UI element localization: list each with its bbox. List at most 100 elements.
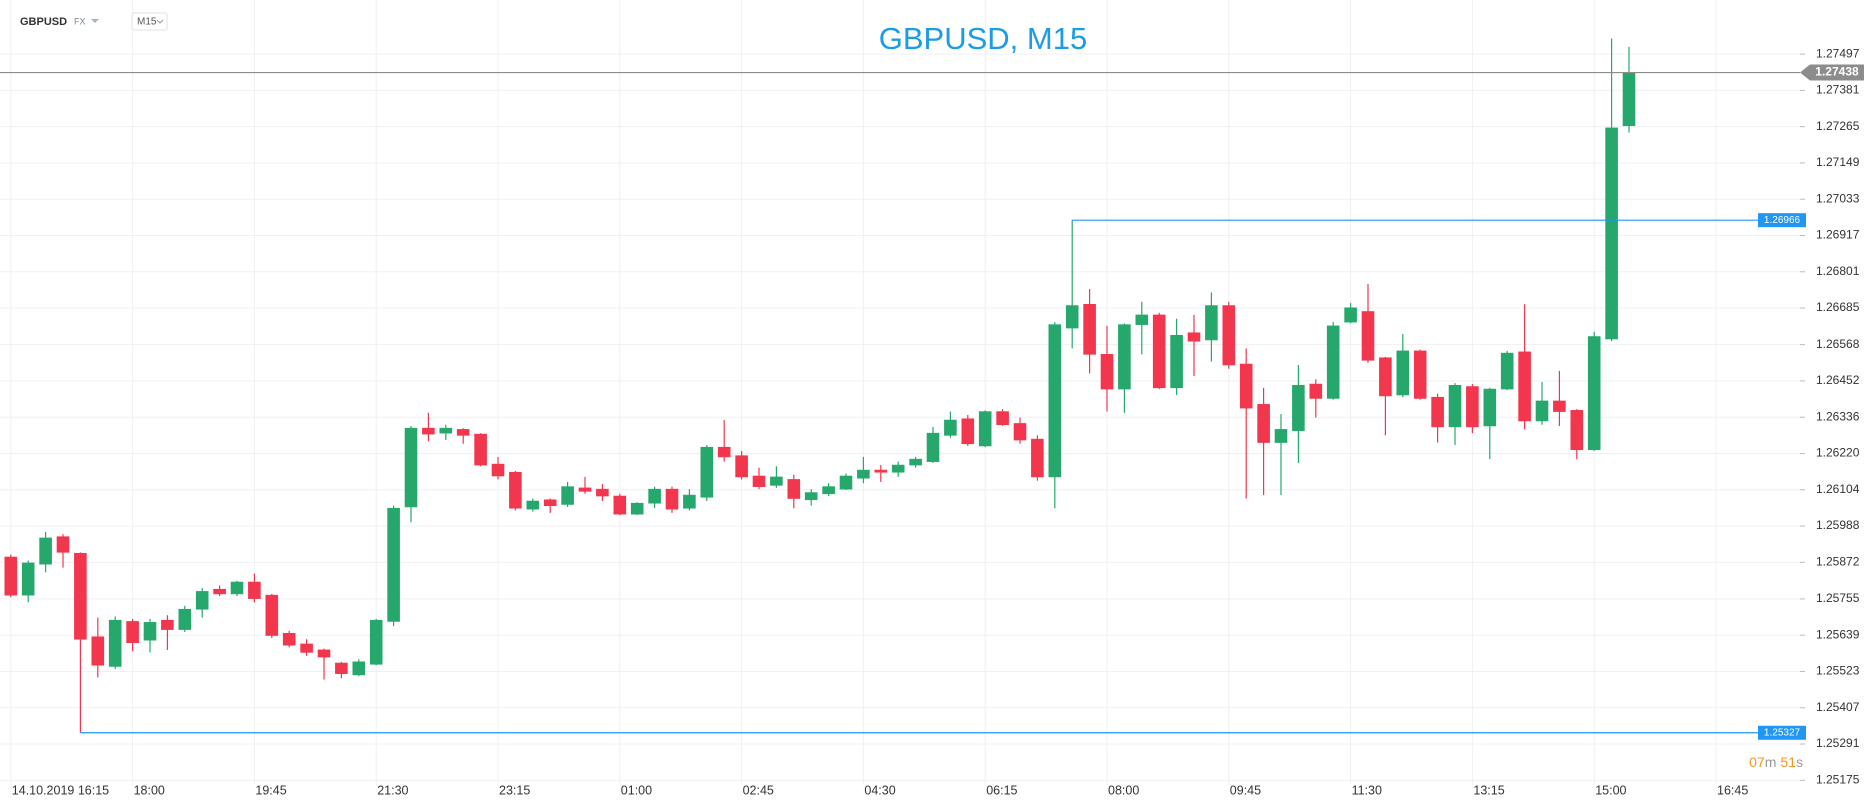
x-tick-label: 21:30 <box>377 783 408 797</box>
candle-body <box>1170 334 1183 389</box>
candle-body <box>265 594 279 636</box>
last-price-label: 1.27438 <box>1815 65 1859 79</box>
candle-body <box>961 418 975 445</box>
dropdown-caret[interactable] <box>91 19 99 23</box>
candle-body <box>1222 305 1236 366</box>
candle-body <box>613 495 627 515</box>
candle-body <box>491 463 505 477</box>
candle-body <box>1518 351 1531 422</box>
candle-body <box>1274 429 1288 443</box>
candle-body <box>509 471 522 509</box>
candle-body <box>944 419 957 436</box>
x-tick-label: 18:00 <box>134 783 165 797</box>
y-tick-label: 1.25175 <box>1816 772 1860 786</box>
candle-body <box>178 608 192 630</box>
candle-body <box>1379 357 1392 397</box>
candle-body <box>195 591 209 610</box>
y-tick-label: 1.26104 <box>1816 482 1860 496</box>
timeframe-caret[interactable] <box>156 19 164 24</box>
y-tick-label: 1.25407 <box>1816 700 1860 714</box>
candle-body <box>39 537 52 565</box>
y-tick-label: 1.25872 <box>1816 554 1860 568</box>
candle-body <box>822 486 835 495</box>
candle-body <box>804 492 818 501</box>
candle-body <box>1500 352 1514 390</box>
x-tick-label: 19:45 <box>255 783 286 797</box>
candle-body <box>1483 388 1497 427</box>
candle-body <box>996 411 1009 426</box>
candle-body <box>74 552 87 640</box>
candle-body <box>1570 410 1584 451</box>
market[interactable]: FX <box>74 16 86 26</box>
y-tick-label: 1.26917 <box>1816 228 1860 242</box>
candle-body <box>161 619 174 630</box>
candle-body <box>56 536 70 553</box>
y-tick-label: 1.26801 <box>1816 264 1860 278</box>
candle-body <box>1535 400 1549 422</box>
y-tick-label: 1.27149 <box>1816 155 1860 169</box>
candle-body <box>1448 385 1462 428</box>
candle-body <box>1413 350 1427 399</box>
candle-body <box>735 455 748 478</box>
candle-body <box>1326 325 1340 399</box>
candle-body <box>543 499 557 507</box>
candle-body <box>282 633 296 646</box>
countdown-minutes: 07 <box>1749 754 1765 770</box>
candle-body <box>787 479 801 499</box>
candle-body <box>21 562 35 596</box>
candle-body <box>1048 324 1062 478</box>
y-tick-label: 1.27381 <box>1816 83 1860 97</box>
candle-body <box>404 427 418 508</box>
candle-body <box>126 621 139 643</box>
candle-body <box>143 622 157 641</box>
candle-body <box>874 469 888 473</box>
candle-body <box>352 661 366 676</box>
candle-body <box>1257 404 1270 443</box>
symbol[interactable]: GBPUSD <box>20 16 67 28</box>
plot <box>4 38 1636 733</box>
countdown-seconds: 51 <box>1780 754 1796 770</box>
candle-body <box>648 488 661 504</box>
candle-body <box>578 487 592 492</box>
candle-body <box>91 636 105 666</box>
candle-body <box>561 486 574 505</box>
candle-body <box>1205 305 1218 341</box>
y-tick-label: 1.25639 <box>1816 627 1860 641</box>
candle-body <box>909 458 922 466</box>
marker-label-box <box>1758 725 1806 740</box>
candle-body <box>978 411 992 447</box>
candle-body <box>317 649 331 658</box>
x-tick-label: 16:45 <box>1717 783 1748 797</box>
last-price-box <box>1800 64 1864 81</box>
y-tick-label: 1.25988 <box>1816 518 1860 532</box>
candle-body <box>683 494 696 509</box>
candle-body <box>926 432 940 462</box>
candle-body <box>1361 311 1375 361</box>
x-tick-label: 08:00 <box>1108 783 1139 797</box>
candle-body <box>1587 336 1601 451</box>
candle-body <box>422 427 435 435</box>
candle-body <box>230 581 244 595</box>
candle-body <box>369 619 383 665</box>
x-tick-label: 02:45 <box>743 783 774 797</box>
timeframe-box[interactable] <box>131 12 168 31</box>
candle-body <box>526 500 540 510</box>
y-tick-label: 1.27265 <box>1816 119 1860 133</box>
x-tick-label: 04:30 <box>864 783 895 797</box>
candle-body <box>456 429 470 436</box>
timeframe[interactable]: M15 <box>137 17 157 28</box>
candle-body <box>1292 385 1305 431</box>
candle-body <box>1605 127 1618 340</box>
x-tick-label: 01:00 <box>621 783 652 797</box>
y-tick-label: 1.26220 <box>1816 446 1860 460</box>
candle-body <box>4 556 18 596</box>
candle-body <box>1466 386 1479 428</box>
candle-body <box>665 488 679 510</box>
candle-body <box>1031 438 1044 478</box>
x-tick-label: 15:00 <box>1595 783 1626 797</box>
candle-body <box>248 581 261 599</box>
candle-body <box>387 507 400 622</box>
x-tick-label: 14.10.2019 16:15 <box>12 783 109 797</box>
candle-body <box>1344 307 1357 323</box>
x-tick-label: 13:15 <box>1473 783 1504 797</box>
